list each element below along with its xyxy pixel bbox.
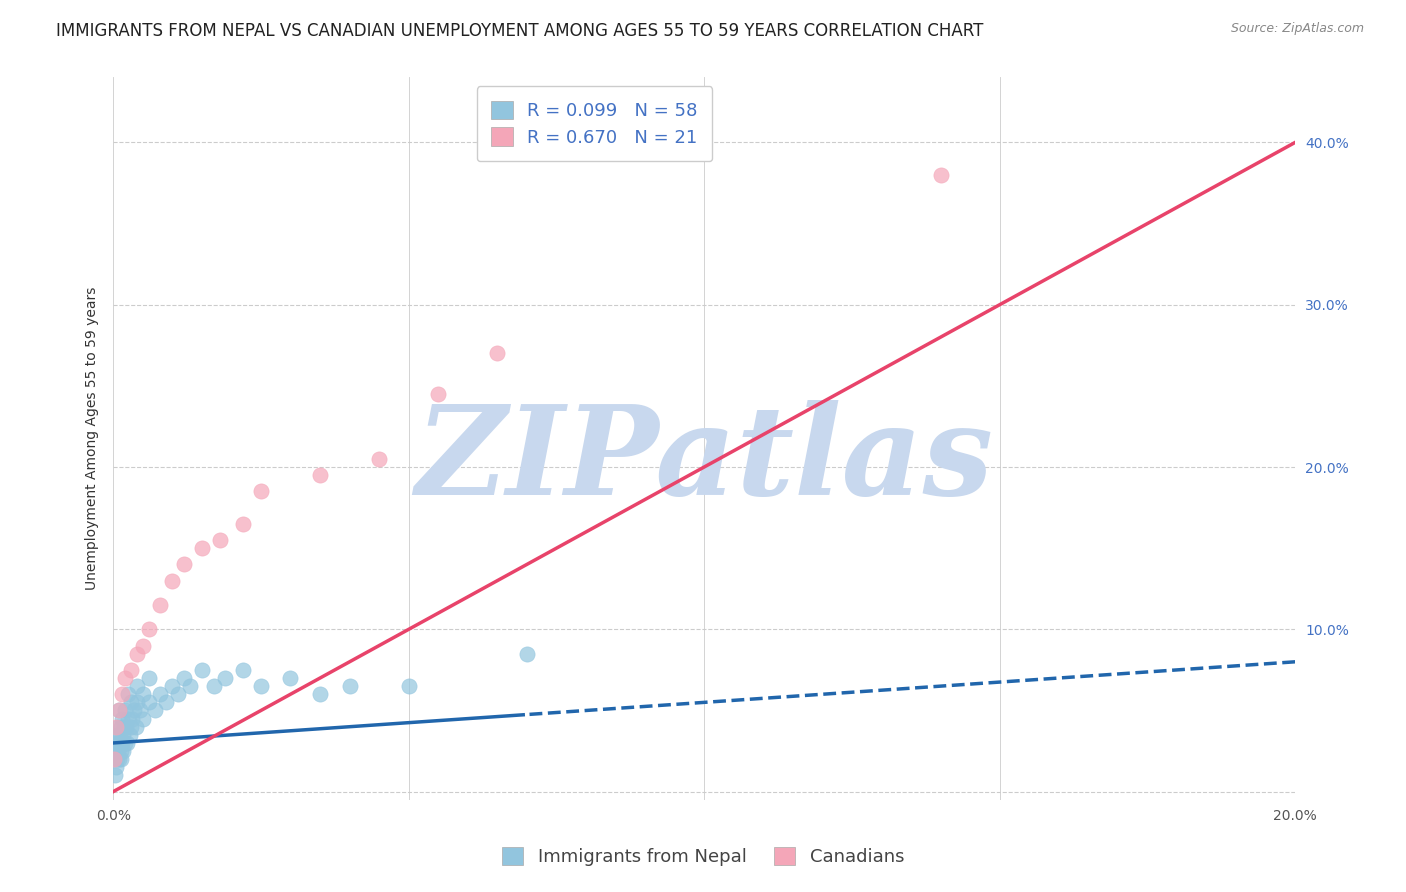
Point (110, 752, 132, 766)
Point (486, 346, 509, 360)
Legend: Immigrants from Nepal, Canadians: Immigrants from Nepal, Canadians (489, 834, 917, 879)
Point (115, 736, 138, 750)
Point (111, 728, 134, 742)
Point (112, 744, 135, 758)
Point (427, 387, 450, 401)
Point (121, 712, 143, 726)
Point (103, 752, 125, 766)
Point (208, 533, 231, 547)
Point (132, 712, 155, 726)
Point (339, 679, 361, 693)
Point (111, 712, 134, 726)
Point (110, 720, 132, 734)
Point (108, 704, 131, 718)
Point (111, 736, 134, 750)
Point (118, 728, 141, 742)
Point (250, 484, 273, 499)
Point (105, 720, 128, 734)
Point (105, 728, 128, 742)
Point (112, 720, 135, 734)
Point (250, 679, 273, 693)
Point (120, 695, 142, 709)
Point (149, 598, 172, 612)
Point (173, 558, 195, 572)
Point (105, 744, 128, 758)
Point (120, 720, 142, 734)
Point (103, 752, 125, 766)
Point (232, 516, 254, 531)
Point (120, 663, 142, 677)
Point (167, 687, 190, 701)
Point (114, 736, 136, 750)
Point (122, 704, 145, 718)
Point (104, 736, 127, 750)
Point (132, 687, 155, 701)
Point (232, 663, 254, 677)
Point (516, 647, 538, 661)
Legend: R = 0.099   N = 58, R = 0.670   N = 21: R = 0.099 N = 58, R = 0.670 N = 21 (477, 87, 713, 161)
Point (107, 736, 129, 750)
Point (108, 704, 131, 718)
Point (162, 574, 184, 588)
Point (111, 687, 134, 701)
Y-axis label: Unemployment Among Ages 55 to 59 years: Unemployment Among Ages 55 to 59 years (86, 287, 100, 591)
Point (191, 663, 214, 677)
Point (125, 695, 148, 709)
Point (173, 671, 195, 685)
Point (124, 720, 146, 734)
Point (108, 728, 131, 742)
Point (107, 744, 129, 758)
Point (115, 720, 138, 734)
Point (309, 468, 332, 483)
Point (138, 695, 160, 709)
Point (929, 168, 952, 182)
Point (143, 704, 166, 718)
Point (104, 768, 127, 782)
Point (398, 679, 420, 693)
Text: IMMIGRANTS FROM NEPAL VS CANADIAN UNEMPLOYMENT AMONG AGES 55 TO 59 YEARS CORRELA: IMMIGRANTS FROM NEPAL VS CANADIAN UNEMPL… (56, 22, 984, 40)
Point (117, 687, 139, 701)
Point (114, 704, 136, 718)
Point (179, 679, 201, 693)
Point (125, 647, 148, 661)
Point (138, 623, 160, 637)
Point (202, 679, 225, 693)
Point (309, 687, 332, 701)
Point (280, 671, 302, 685)
Point (155, 695, 177, 709)
Point (132, 639, 155, 653)
Point (125, 679, 148, 693)
Point (114, 671, 136, 685)
Point (117, 712, 139, 726)
Point (138, 671, 160, 685)
Point (110, 744, 132, 758)
Point (368, 451, 391, 466)
Point (191, 541, 214, 556)
Point (128, 704, 150, 718)
Point (110, 736, 132, 750)
Point (214, 671, 236, 685)
Point (105, 760, 128, 774)
Point (107, 720, 129, 734)
Point (149, 687, 172, 701)
Text: Source: ZipAtlas.com: Source: ZipAtlas.com (1230, 22, 1364, 36)
Text: ZIPatlas: ZIPatlas (415, 400, 993, 521)
Point (162, 679, 184, 693)
Point (108, 752, 131, 766)
Point (105, 752, 128, 766)
